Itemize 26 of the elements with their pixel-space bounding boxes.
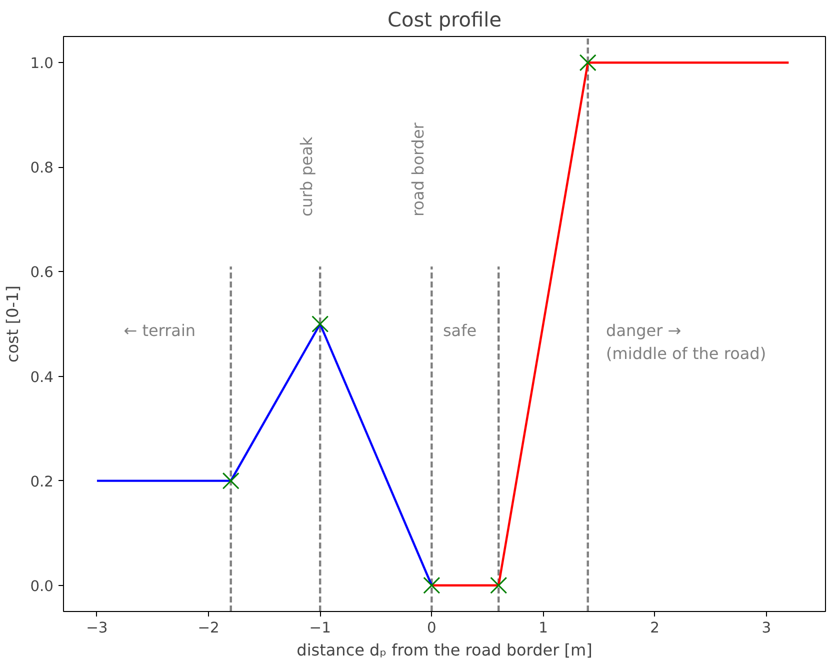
annotation: road border <box>408 122 428 216</box>
x-tick-label: 3 <box>762 620 772 636</box>
x-tick-label: −1 <box>309 620 331 636</box>
point <box>222 472 240 490</box>
y-tick-label: 0.4 <box>30 368 54 386</box>
y-tick-label: 1.0 <box>30 55 54 72</box>
x-tick-label: 2 <box>650 620 660 636</box>
x-tick-label: −3 <box>86 620 108 636</box>
point <box>423 576 440 594</box>
x-tick-label: 0 <box>427 620 436 636</box>
x-tick-label: 1 <box>538 620 548 636</box>
point <box>490 576 508 594</box>
y-tick-label: 0.8 <box>30 160 54 177</box>
chart-title: Cost profile <box>388 8 502 32</box>
x-axis-title: distance dₚ from the road border [m] <box>296 640 592 660</box>
x-tick-label: −2 <box>198 620 220 636</box>
annotation: curb peak <box>297 136 316 216</box>
y-tick-label: 0.6 <box>30 264 54 282</box>
annotation: safe <box>442 321 477 340</box>
point <box>579 54 596 72</box>
annotation: ← terrain <box>124 321 196 340</box>
y-axis-title: cost [0-1] <box>3 286 22 362</box>
point <box>312 315 329 333</box>
annotation: danger → (middle of the road) <box>606 321 766 363</box>
y-tick-label: 0.2 <box>30 473 54 490</box>
y-tick-label: 0.0 <box>30 578 54 595</box>
